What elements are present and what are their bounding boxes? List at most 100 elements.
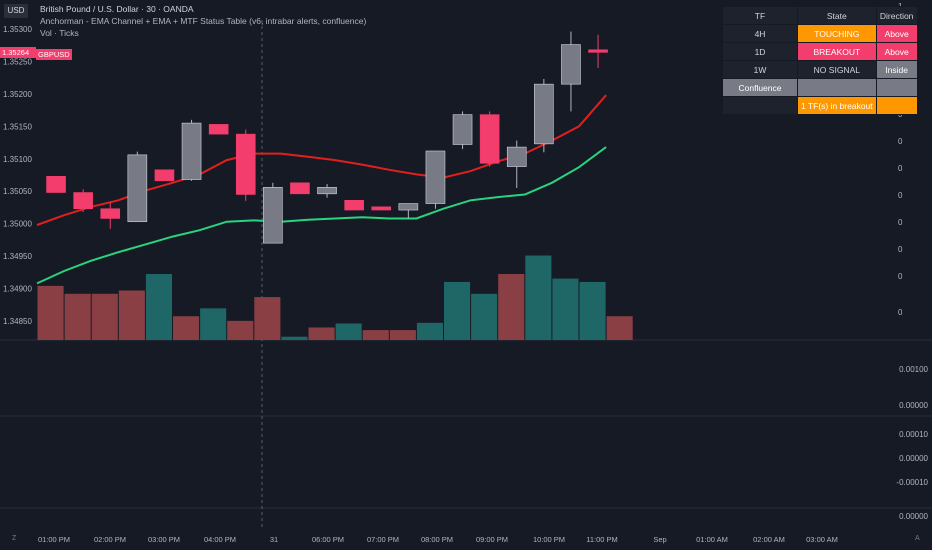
time-tick-label: 02:00 AM xyxy=(753,535,785,544)
last-price-label: 1.35264 xyxy=(0,47,36,58)
right-axis-label: 0 xyxy=(898,245,903,254)
time-tick-label: 01:00 PM xyxy=(38,535,70,544)
mtf-status-table: TF State Direction 4H TOUCHING Above 1D … xyxy=(722,6,918,115)
volume-bar xyxy=(498,274,525,340)
candle-body xyxy=(263,187,283,244)
volume-bar xyxy=(64,293,91,340)
volume-bar xyxy=(308,327,335,340)
sub-pane-tick-label: 0.00000 xyxy=(899,401,928,410)
time-tick-label: 06:00 PM xyxy=(312,535,344,544)
sub-pane-tick-label: 0.00010 xyxy=(899,430,928,439)
auto-scale-icon[interactable]: A xyxy=(915,535,920,542)
timezone-z-icon[interactable]: Z xyxy=(12,535,17,542)
candle[interactable] xyxy=(290,182,310,195)
candle[interactable] xyxy=(479,111,500,167)
time-tick-label: 09:00 PM xyxy=(476,535,508,544)
candle[interactable] xyxy=(181,119,202,181)
volume-bar xyxy=(254,297,281,340)
volume-bar xyxy=(579,281,606,340)
volume-bar xyxy=(173,316,200,340)
candle-body xyxy=(479,114,500,164)
table-confluence-spacer-2 xyxy=(875,78,918,97)
table-tf-1d: 1D xyxy=(722,42,798,61)
right-axis-label: 0 xyxy=(898,272,903,281)
price-tick-label: 1.34950 xyxy=(3,252,32,261)
volume-bar xyxy=(552,278,579,340)
time-tick-label: 03:00 AM xyxy=(806,535,838,544)
candle[interactable] xyxy=(46,175,66,193)
candle-body xyxy=(506,146,527,167)
sub-pane-tick-label: -0.00010 xyxy=(896,478,928,487)
candle[interactable] xyxy=(371,206,392,211)
time-tick-label: 04:00 PM xyxy=(204,535,236,544)
sub-pane-tick-label: 0.00000 xyxy=(899,454,928,463)
price-tick-label: 1.35150 xyxy=(3,122,32,131)
candle[interactable] xyxy=(398,203,419,219)
candle[interactable] xyxy=(127,151,148,223)
volume-bar xyxy=(91,293,118,340)
price-tick-label: 1.35050 xyxy=(3,187,32,196)
price-tick-label: 1.35300 xyxy=(3,25,32,34)
volume-bar xyxy=(335,323,362,340)
candle[interactable] xyxy=(425,150,446,209)
candle-body xyxy=(317,187,337,195)
right-axis-label: 0 xyxy=(898,164,903,173)
candle-body xyxy=(100,208,121,219)
candle-body xyxy=(371,206,392,211)
ema-slow-line xyxy=(36,146,607,285)
volume-bar xyxy=(37,285,64,340)
price-tick-label: 1.35200 xyxy=(3,90,32,99)
candle-body xyxy=(154,169,175,182)
candle[interactable] xyxy=(154,169,175,182)
candle-body xyxy=(127,154,148,223)
volume-bar xyxy=(145,274,172,340)
candle[interactable] xyxy=(208,124,229,135)
table-header-tf: TF xyxy=(722,6,798,25)
time-tick-label: 08:00 PM xyxy=(421,535,453,544)
candle-body xyxy=(181,122,202,180)
candle[interactable] xyxy=(317,184,337,198)
candle[interactable] xyxy=(235,129,256,201)
table-header-direction: Direction xyxy=(875,6,918,25)
candle[interactable] xyxy=(263,182,283,244)
price-tick-label: 1.34850 xyxy=(3,317,32,326)
time-tick-label: 10:00 PM xyxy=(533,535,565,544)
candle-body xyxy=(208,124,229,135)
volume-bar xyxy=(200,308,227,340)
right-axis-label: 0 xyxy=(898,191,903,200)
volume-bar xyxy=(525,255,552,340)
volume-bar xyxy=(606,316,633,340)
symbol-tag: GBPUSD xyxy=(36,49,72,60)
candle-body xyxy=(452,114,473,145)
currency-button[interactable]: USD xyxy=(4,4,28,18)
time-tick-label: 03:00 PM xyxy=(148,535,180,544)
volume-bar xyxy=(389,330,416,340)
price-tick-label: 1.35250 xyxy=(3,57,32,66)
volume-title[interactable]: Vol · Ticks xyxy=(40,28,79,38)
candle-body xyxy=(425,150,446,204)
candle-body xyxy=(235,133,256,195)
volume-bar xyxy=(362,330,389,340)
table-state-4h: TOUCHING xyxy=(797,24,877,43)
table-confluence-end xyxy=(875,96,918,115)
candle[interactable] xyxy=(452,111,473,150)
table-direction-1w: Inside xyxy=(875,60,918,79)
right-axis-label: 0 xyxy=(898,110,903,119)
table-direction-1d: Above xyxy=(875,42,918,61)
candle[interactable] xyxy=(534,78,554,153)
candle[interactable] xyxy=(100,202,121,229)
candle[interactable] xyxy=(73,189,93,212)
sub-pane-tick-label: 0.00100 xyxy=(899,365,928,374)
candle[interactable] xyxy=(344,200,364,211)
candle[interactable] xyxy=(561,31,581,112)
candle-body xyxy=(534,83,554,145)
symbol-title[interactable]: British Pound / U.S. Dollar · 30 · OANDA xyxy=(40,4,194,14)
sub-pane-tick-label: 0.00000 xyxy=(899,512,928,521)
volume-bar xyxy=(416,322,443,340)
candle[interactable] xyxy=(506,140,527,188)
time-tick-label: 01:00 AM xyxy=(696,535,728,544)
table-confluence-value: 1 TF(s) in breakout xyxy=(797,96,877,115)
indicator-title[interactable]: Anchorman - EMA Channel + EMA + MTF Stat… xyxy=(40,16,367,26)
candle[interactable] xyxy=(588,34,608,68)
